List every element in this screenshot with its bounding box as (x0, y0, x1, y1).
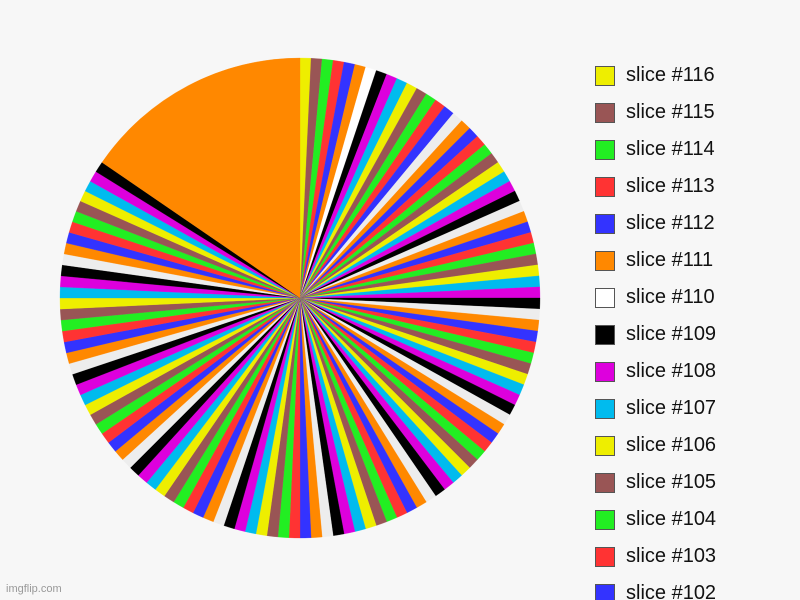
legend-label: slice #113 (626, 175, 715, 197)
legend-swatch (595, 250, 615, 271)
pie-slices (59, 57, 541, 539)
legend-label: slice #114 (626, 138, 715, 160)
legend-swatch (595, 139, 615, 160)
legend-item: slice #106 (595, 427, 800, 464)
legend-label: slice #111 (626, 249, 714, 271)
legend-swatch (595, 102, 615, 123)
legend-swatch (595, 435, 615, 456)
legend-swatch (595, 509, 615, 530)
legend-item: slice #103 (595, 538, 800, 575)
legend-label: slice #116 (626, 64, 715, 86)
legend-item: slice #102 (595, 575, 800, 600)
legend-item: slice #111 (595, 242, 800, 279)
legend-label: slice #106 (626, 434, 717, 456)
watermark: imgflip.com (6, 583, 62, 595)
legend-label: slice #103 (626, 545, 717, 567)
legend-swatch (595, 176, 615, 197)
chart-legend: slice #116 slice #115 slice #114 slice #… (595, 57, 800, 600)
legend-swatch (595, 287, 615, 308)
legend-item: slice #104 (595, 501, 800, 538)
legend-swatch (595, 398, 615, 419)
legend-label: slice #109 (626, 323, 717, 345)
legend-swatch (595, 361, 615, 382)
legend-item: slice #105 (595, 464, 800, 501)
legend-label: slice #102 (626, 582, 717, 600)
legend-swatch (595, 324, 615, 345)
legend-item: slice #109 (595, 316, 800, 353)
legend-item: slice #112 (595, 205, 800, 242)
legend-item: slice #114 (595, 131, 800, 168)
legend-item: slice #110 (595, 279, 800, 316)
legend-label: slice #110 (626, 286, 715, 308)
legend-item: slice #107 (595, 390, 800, 427)
legend-swatch (595, 472, 615, 493)
legend-label: slice #104 (626, 508, 717, 530)
legend-label: slice #107 (626, 397, 717, 419)
legend-item: slice #108 (595, 353, 800, 390)
legend-label: slice #115 (626, 101, 715, 123)
legend-label: slice #105 (626, 471, 717, 493)
pie-slice (101, 57, 301, 299)
legend-item: slice #115 (595, 94, 800, 131)
legend-swatch (595, 546, 615, 567)
legend-swatch (595, 583, 615, 600)
legend-swatch (595, 213, 615, 234)
legend-item: slice #116 (595, 57, 800, 94)
legend-item: slice #113 (595, 168, 800, 205)
legend-label: slice #112 (626, 212, 715, 234)
legend-label: slice #108 (626, 360, 717, 382)
legend-swatch (595, 65, 615, 86)
